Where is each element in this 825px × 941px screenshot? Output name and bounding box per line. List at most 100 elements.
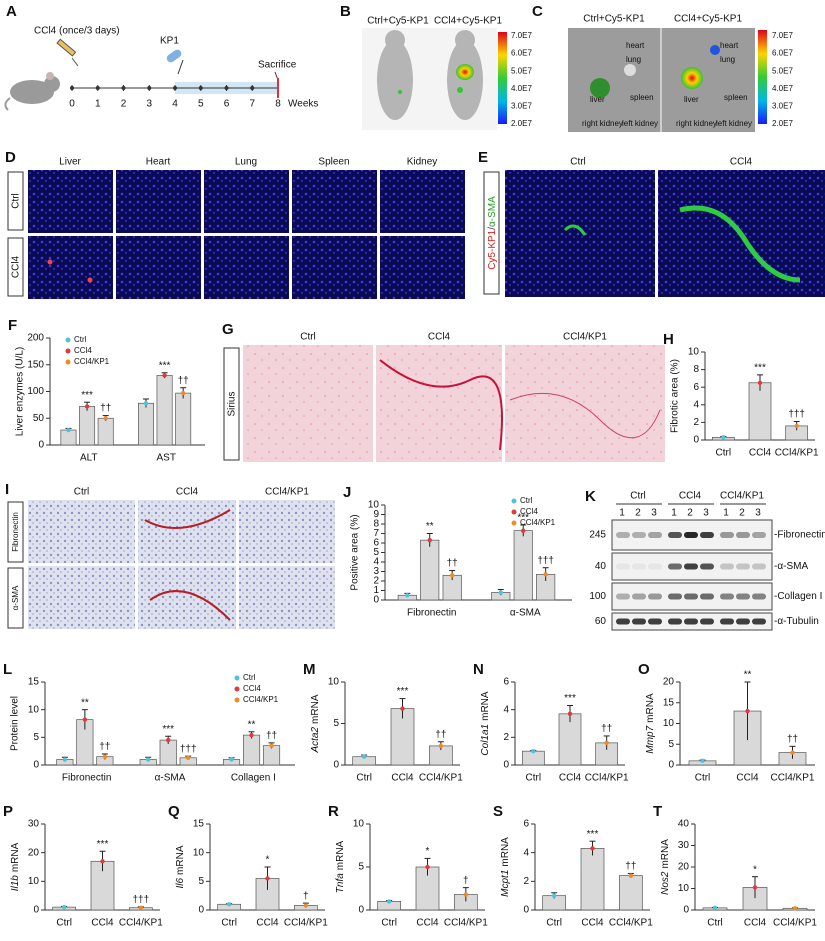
x-tick-label: Ctrl	[381, 918, 397, 929]
y-axis-title: Il6 mRNA	[175, 845, 186, 888]
panel-label: G	[222, 321, 234, 338]
scale-label: 5.0E7	[772, 66, 793, 75]
significance-label: ***	[81, 390, 93, 401]
x-tick-label: CCl4	[559, 773, 582, 784]
y-tick-label: 7	[373, 528, 379, 539]
week-dot	[121, 86, 126, 90]
mean-point	[531, 748, 536, 754]
x-tick-label: Collagen I	[231, 773, 276, 784]
mean-point	[498, 590, 503, 595]
y-tick-label: 4	[693, 399, 699, 410]
mean-point	[463, 892, 469, 897]
blot-band	[752, 593, 766, 600]
y-tick-label: 0	[358, 905, 364, 916]
significance-label: *	[753, 864, 757, 875]
significance-label: ***	[97, 839, 109, 850]
row-label-box	[7, 501, 24, 563]
bar	[420, 539, 440, 601]
y-axis-title: Tnfa mRNA	[335, 840, 346, 893]
week-label: 1	[95, 99, 101, 110]
x-tick-label: Ctrl	[695, 773, 711, 784]
y-tick-label: 15	[663, 697, 675, 708]
blot-band	[668, 563, 682, 570]
group-label: CCl4	[730, 157, 753, 168]
y-tick-label: 20	[663, 677, 675, 688]
row-label-box	[7, 171, 24, 231]
significance-label: **	[426, 521, 434, 532]
scale-label: 6.0E7	[772, 49, 793, 58]
significance-label: ***	[587, 829, 599, 840]
bar	[138, 402, 154, 446]
blot-band	[736, 532, 750, 538]
significance-label: ††	[100, 403, 111, 414]
mean-point	[438, 743, 444, 749]
mean-point	[712, 905, 718, 911]
panel-label: T	[653, 803, 662, 820]
scale-label: 7.0E7	[511, 31, 532, 40]
x-tick-label: CCl4	[91, 918, 114, 929]
scale-label: 2.0E7	[772, 119, 793, 128]
sma-signal	[679, 205, 801, 283]
week-dot	[173, 86, 177, 90]
y-axis-unit: mRNA	[175, 845, 186, 875]
week-label: 5	[198, 99, 204, 110]
y-tick-label: 0	[693, 435, 699, 446]
protein-label: -Fibronectin	[774, 530, 825, 541]
week-unit: Weeks	[288, 99, 318, 110]
blot-band	[736, 618, 750, 625]
group-label: CCl4+Cy5-KP1	[434, 16, 503, 27]
fluorescence-image	[116, 170, 201, 233]
y-tick-label: 15	[28, 677, 40, 688]
significance-label: ***	[397, 686, 409, 697]
blot-band	[700, 593, 714, 600]
gene-name: Il1b	[10, 875, 21, 892]
fluorescence-image	[292, 236, 377, 299]
panel-label: P	[3, 803, 13, 820]
panel-label: R	[328, 803, 339, 820]
mean-point	[604, 740, 609, 746]
organ-label: heart	[720, 41, 739, 50]
mean-point	[790, 750, 795, 755]
significance-label: *	[426, 846, 430, 857]
stain-label: Sirius	[227, 391, 238, 416]
mean-point	[521, 528, 526, 533]
blot-band	[752, 532, 766, 538]
x-tick-label: CCl4	[256, 918, 279, 929]
blot-band	[736, 563, 750, 570]
blot-band	[684, 593, 698, 600]
organ-label: liver	[590, 95, 605, 104]
organ-label: right kidney	[676, 119, 717, 128]
blot-band	[752, 618, 766, 625]
mean-point	[62, 757, 68, 762]
x-tick-label: CCl4	[416, 918, 439, 929]
mean-point	[102, 754, 108, 759]
mean-point	[427, 537, 432, 543]
scale-label: 7.0E7	[772, 31, 793, 40]
y-tick-label: 50	[33, 413, 45, 424]
x-tick-label: CCl4/KP1	[419, 773, 463, 784]
gene-name: Mmp7	[645, 725, 656, 753]
scale-label: 4.0E7	[511, 84, 532, 93]
blot-band	[632, 593, 646, 600]
protein-label: -Collagen I	[774, 591, 822, 602]
mean-point	[61, 904, 67, 910]
mean-point	[449, 573, 455, 578]
legend-swatch	[234, 697, 240, 703]
y-tick-label: 6	[503, 677, 509, 688]
scale-label: 2.0E7	[511, 119, 532, 128]
blot-band	[684, 532, 698, 538]
scale-label: 6.0E7	[511, 49, 532, 58]
y-tick-label: 0	[523, 905, 529, 916]
y-tick-label: 6	[523, 819, 529, 830]
y-tick-label: 5	[373, 547, 379, 558]
legend-swatch	[234, 675, 240, 681]
significance-label: *	[266, 855, 270, 866]
y-tick-label: 150	[27, 359, 44, 370]
significance-label: **	[248, 719, 256, 730]
x-tick-label: CCl4/KP1	[771, 773, 815, 784]
organ-label: Liver	[59, 157, 81, 168]
row-label: Ctrl	[11, 193, 22, 209]
panel-label: A	[6, 3, 17, 20]
group-label: Ctrl	[300, 332, 316, 343]
y-tick-label: 10	[353, 819, 365, 830]
